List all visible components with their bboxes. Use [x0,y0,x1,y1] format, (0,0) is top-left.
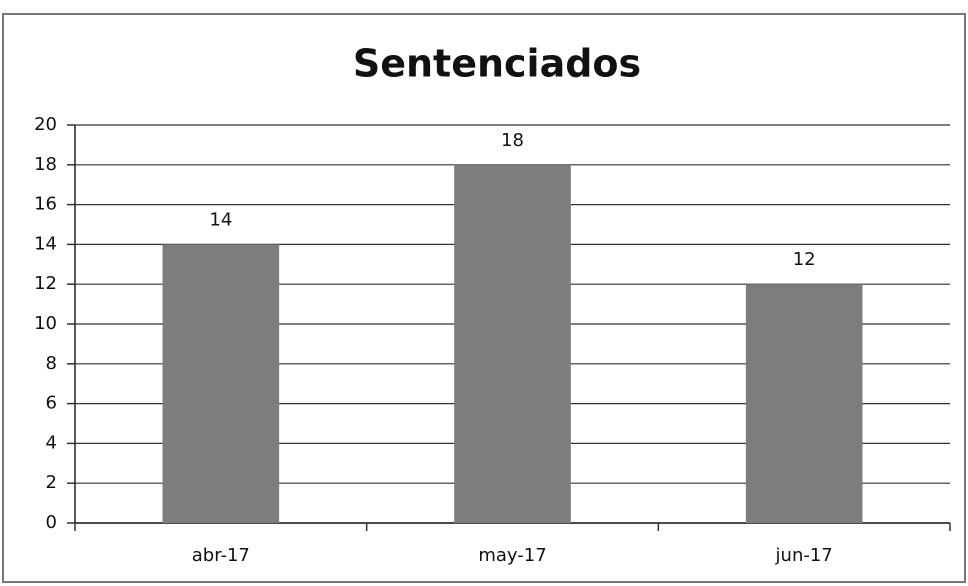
y-tick-label: 14 [34,233,57,254]
bar [454,164,571,524]
bar [162,244,280,523]
y-tick-label: 6 [46,393,57,414]
x-tick-label: may-17 [478,545,546,566]
y-tick-label: 0 [46,512,57,533]
y-tick-label: 8 [46,353,57,374]
y-tick-label: 18 [34,154,57,175]
y-tick-label: 12 [34,273,57,294]
bar [745,284,863,523]
data-label: 18 [501,130,524,151]
chart-title: Sentenciados [353,42,641,86]
y-tick-label: 20 [34,114,57,135]
y-tick-label: 10 [34,313,57,334]
y-tick-label: 16 [34,194,57,215]
x-tick-label: abr-17 [192,545,250,566]
x-tick-label: jun-17 [775,545,833,566]
y-tick-label: 4 [46,432,57,453]
data-label: 14 [209,209,232,230]
y-tick-label: 2 [46,472,57,493]
data-label: 12 [793,249,816,270]
